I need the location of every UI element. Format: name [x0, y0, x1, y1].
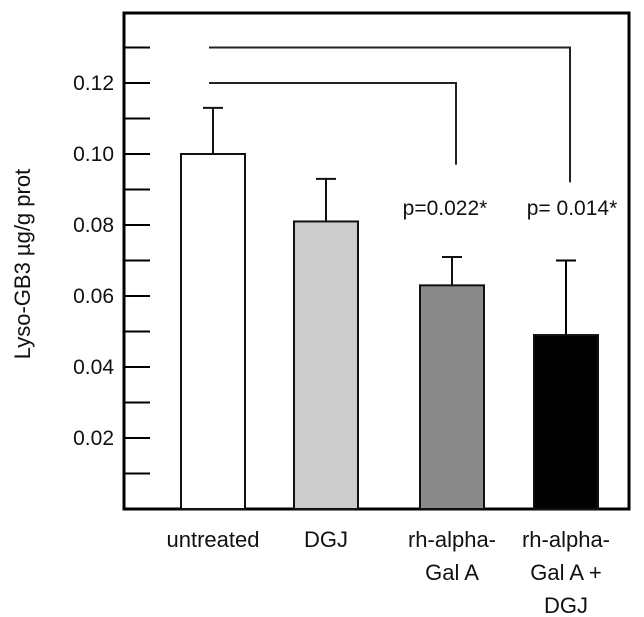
y-tick-label: 0.10 — [73, 143, 114, 166]
x-category-label: DGJ — [304, 527, 348, 552]
significance-label: p= 0.014* — [527, 197, 618, 220]
bar-3 — [533, 334, 599, 510]
bar-2 — [419, 284, 485, 510]
significance-label: p=0.022* — [403, 197, 488, 220]
x-category-label: rh-alpha- — [408, 527, 496, 552]
x-category-label: rh-alpha- — [522, 527, 610, 552]
x-axis-categories: untreated DGJ rh-alpha- Gal A rh-alpha- Gal A… — [167, 527, 611, 617]
error-bars — [203, 106, 576, 336]
y-tick-label: 0.06 — [73, 285, 114, 308]
bar-0 — [180, 153, 246, 510]
y-tick-label: 0.02 — [73, 427, 114, 450]
y-tick-label: 0.08 — [73, 214, 114, 237]
significance-bracket — [209, 46, 571, 183]
significance-bracket — [209, 82, 457, 165]
bar-series — [180, 153, 599, 510]
x-category-label: Gal A + — [530, 560, 602, 585]
y-axis-title: Lyso-GB3 µg/g prot — [10, 169, 35, 359]
x-category-label: untreated — [167, 527, 260, 552]
x-category-label: DGJ — [544, 593, 588, 617]
y-tick-label: 0.12 — [73, 72, 114, 95]
y-axis: 0.02 0.04 0.06 0.08 0.10 0.12 — [73, 46, 150, 475]
x-category-label: Gal A — [425, 560, 479, 585]
bar-1 — [293, 220, 359, 510]
y-tick-label: 0.04 — [73, 356, 114, 379]
significance-brackets: p=0.022* p= 0.014* — [209, 46, 618, 220]
